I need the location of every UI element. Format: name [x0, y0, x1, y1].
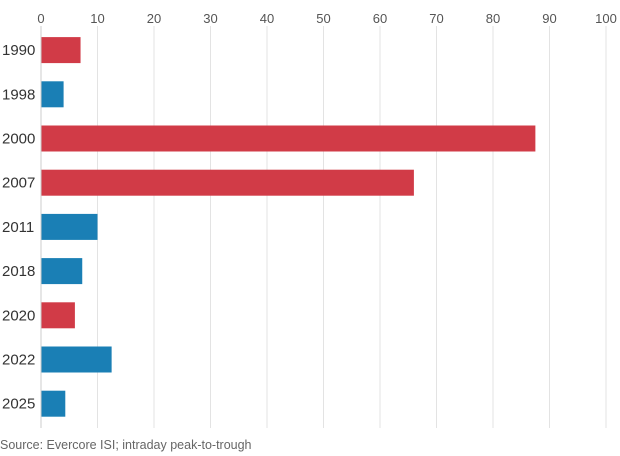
category-label-2020: 2020 — [2, 307, 35, 324]
x-tick-label: 50 — [316, 11, 330, 26]
category-label-2025: 2025 — [2, 396, 35, 413]
category-label-2011: 2011 — [2, 219, 34, 236]
category-labels: 1990 1998 2000 2007 2011 2018 2020 2022 2025 — [2, 42, 35, 413]
x-tick-label: 40 — [260, 11, 274, 26]
source-note: Source: Evercore ISI; intraday peak-to-t… — [0, 438, 252, 452]
x-tick-label: 90 — [542, 11, 556, 26]
bar-1998 — [41, 81, 64, 108]
bar-2000 — [41, 125, 536, 152]
x-tick-label: 10 — [90, 11, 104, 26]
bar-2025 — [41, 390, 66, 417]
x-tick-label: 70 — [429, 11, 443, 26]
bar-2022 — [41, 346, 112, 373]
bar-1990 — [41, 37, 81, 64]
category-label-1998: 1998 — [2, 86, 35, 103]
x-tick-label: 80 — [486, 11, 500, 26]
category-label-2007: 2007 — [2, 175, 35, 192]
bar-2007 — [41, 169, 414, 196]
category-label-1990: 1990 — [2, 42, 35, 59]
category-label-2022: 2022 — [2, 352, 35, 369]
x-tick-label: 100 — [595, 11, 617, 26]
category-label-2000: 2000 — [2, 131, 35, 148]
x-axis-ticks: 0 10 20 30 40 50 60 70 80 90 100 — [37, 11, 616, 26]
x-tick-label: 20 — [147, 11, 161, 26]
bar-2011 — [41, 213, 98, 240]
bar-2020 — [41, 302, 75, 329]
x-tick-label: 60 — [373, 11, 387, 26]
gridlines — [40, 26, 607, 428]
x-tick-label: 30 — [203, 11, 217, 26]
bars — [41, 37, 536, 417]
bar-2018 — [41, 258, 83, 285]
category-label-2018: 2018 — [2, 263, 35, 280]
bar-chart: 0 10 20 30 40 50 60 70 80 90 100 1990 1998 2000 2007 2… — [2, 11, 617, 428]
x-tick-label: 0 — [37, 11, 44, 26]
